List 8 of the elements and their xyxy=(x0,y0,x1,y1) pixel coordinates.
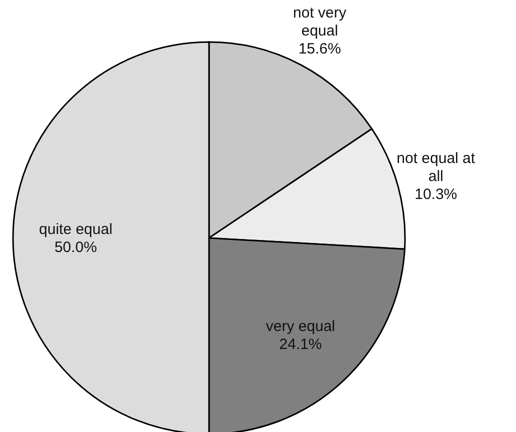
slice-label: not equal at all xyxy=(396,150,476,185)
data-label: 24.1% xyxy=(279,336,322,353)
slice-label: very equal xyxy=(266,318,336,335)
slice-label: quite equal xyxy=(39,221,112,238)
data-label: 50.0% xyxy=(54,239,97,256)
slice-label: not very equal xyxy=(293,4,347,40)
data-label: 15.6% xyxy=(298,40,341,58)
data-label: 10.3% xyxy=(414,186,458,203)
